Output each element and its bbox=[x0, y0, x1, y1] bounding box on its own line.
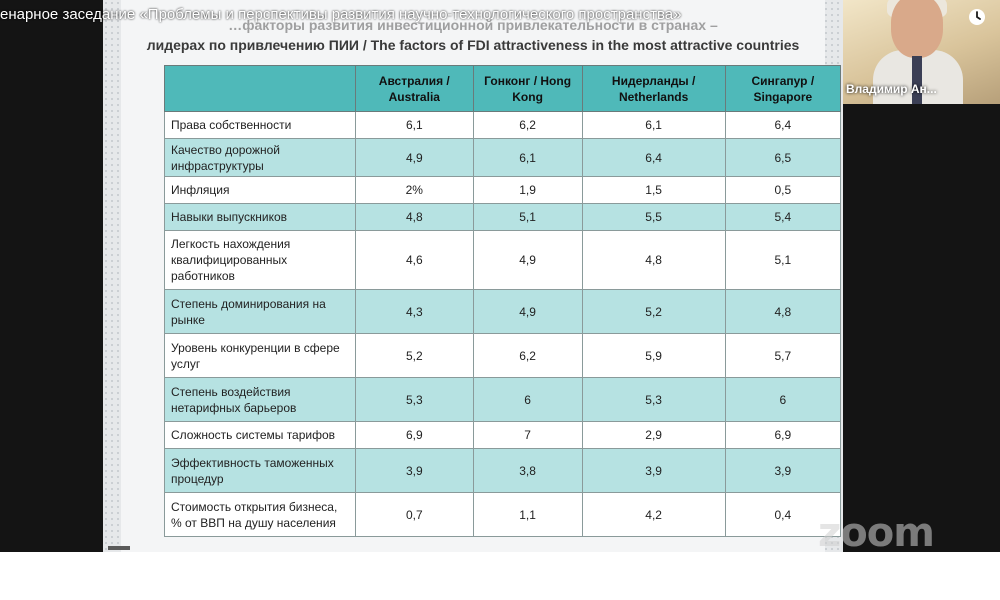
table-cell: 4,2 bbox=[581, 492, 726, 537]
table-cell: 6,2 bbox=[472, 333, 583, 378]
table-row: Стоимость открытия бизнеса, % от ВВП на … bbox=[164, 492, 842, 537]
participant-name: Владимир Ан... bbox=[846, 82, 937, 96]
table-cell: 2% bbox=[355, 176, 474, 204]
slide-title-line2: лидерах по привлечению ПИИ / The factors… bbox=[146, 37, 800, 53]
table-cell: 6,9 bbox=[355, 421, 474, 449]
table-header-country: Гонконг / Hong Kong bbox=[472, 65, 583, 112]
fdi-factors-table: Австралия / Australia Гонконг / Hong Kong… bbox=[164, 65, 842, 537]
table-cell: 4,3 bbox=[355, 289, 474, 334]
table-cell: 4,9 bbox=[355, 138, 474, 177]
table-cell: 0,4 bbox=[724, 492, 842, 537]
table-cell: 5,4 bbox=[724, 203, 842, 231]
table-cell: 5,5 bbox=[581, 203, 726, 231]
meeting-title: енарное заседание «Проблемы и перспектив… bbox=[0, 6, 682, 23]
table-header-country: Нидерланды / Netherlands bbox=[581, 65, 726, 112]
zoom-watermark: zoom bbox=[818, 510, 935, 552]
row-label: Степень воздействия нетарифных барьеров bbox=[164, 377, 356, 422]
table-cell: 4,6 bbox=[355, 230, 474, 290]
table-row: Навыки выпускников 4,8 5,1 5,5 5,4 bbox=[164, 203, 842, 231]
row-label: Качество дорожной инфраструктуры bbox=[164, 138, 356, 177]
video-area: …факторы развития инвестиционной привлек… bbox=[0, 0, 1000, 552]
table-cell: 0,7 bbox=[355, 492, 474, 537]
table-cell: 6 bbox=[472, 377, 583, 422]
table-header-country: Австралия / Australia bbox=[355, 65, 474, 112]
table-cell: 6,5 bbox=[724, 138, 842, 177]
participant-video[interactable]: Владимир Ан... bbox=[843, 0, 1000, 104]
table-cell: 6,1 bbox=[355, 111, 474, 139]
table-cell: 3,9 bbox=[724, 448, 842, 493]
table-cell: 6 bbox=[724, 377, 842, 422]
table-cell: 1,1 bbox=[472, 492, 583, 537]
table-row: Права собственности 6,1 6,2 6,1 6,4 bbox=[164, 111, 842, 139]
row-label: Эффективность таможенных процедур bbox=[164, 448, 356, 493]
table-header-country: Сингапур / Singapore bbox=[724, 65, 842, 112]
row-label: Стоимость открытия бизнеса, % от ВВП на … bbox=[164, 492, 356, 537]
shared-slide: …факторы развития инвестиционной привлек… bbox=[103, 0, 843, 552]
table-cell: 5,2 bbox=[581, 289, 726, 334]
table-cell: 7 bbox=[472, 421, 583, 449]
table-row: Качество дорожной инфраструктуры 4,9 6,1 6,… bbox=[164, 138, 842, 177]
table-cell: 6,1 bbox=[581, 111, 726, 139]
table-cell: 6,9 bbox=[724, 421, 842, 449]
table-cell: 5,1 bbox=[724, 230, 842, 290]
table-cell: 4,9 bbox=[472, 289, 583, 334]
table-cell: 6,1 bbox=[472, 138, 583, 177]
table-cell: 2,9 bbox=[581, 421, 726, 449]
table-cell: 5,3 bbox=[355, 377, 474, 422]
participant-tie bbox=[912, 56, 922, 104]
row-label: Степень доминирования на рынке bbox=[164, 289, 356, 334]
table-row: Легкость нахождения квалифицированных ра… bbox=[164, 230, 842, 290]
table-cell: 3,9 bbox=[581, 448, 726, 493]
table-cell: 5,3 bbox=[581, 377, 726, 422]
table-cell: 6,4 bbox=[724, 111, 842, 139]
row-label: Инфляция bbox=[164, 176, 356, 204]
row-label: Сложность системы тарифов bbox=[164, 421, 356, 449]
table-cell: 1,9 bbox=[472, 176, 583, 204]
row-label: Легкость нахождения квалифицированных ра… bbox=[164, 230, 356, 290]
table-row: Сложность системы тарифов 6,9 7 2,9 6,9 bbox=[164, 421, 842, 449]
table-row: Степень доминирования на рынке 4,3 4,9 5,2 4… bbox=[164, 289, 842, 334]
bottom-strip bbox=[0, 552, 1000, 600]
table-row: Эффективность таможенных процедур 3,9 3,8 3… bbox=[164, 448, 842, 493]
table-header-row: Австралия / Australia Гонконг / Hong Kong… bbox=[164, 65, 842, 112]
row-label: Навыки выпускников bbox=[164, 203, 356, 231]
table-cell: 5,9 bbox=[581, 333, 726, 378]
table-cell: 4,8 bbox=[581, 230, 726, 290]
table-cell: 3,9 bbox=[355, 448, 474, 493]
slide-title-line1: …факторы развития инвестиционной привлек… bbox=[228, 17, 718, 33]
table-cell: 5,7 bbox=[724, 333, 842, 378]
table-cell: 6,2 bbox=[472, 111, 583, 139]
table-cell: 3,8 bbox=[472, 448, 583, 493]
participant-face bbox=[891, 0, 943, 58]
table-row: Инфляция 2% 1,9 1,5 0,5 bbox=[164, 176, 842, 204]
table-cell: 1,5 bbox=[581, 176, 726, 204]
table-cell: 4,9 bbox=[472, 230, 583, 290]
slide-title: …факторы развития инвестиционной привлек… bbox=[121, 15, 825, 55]
table-cell: 0,5 bbox=[724, 176, 842, 204]
row-label: Права собственности bbox=[164, 111, 356, 139]
table-header-empty bbox=[164, 65, 356, 112]
table-cell: 4,8 bbox=[724, 289, 842, 334]
table-cell: 6,4 bbox=[581, 138, 726, 177]
table-cell: 5,1 bbox=[472, 203, 583, 231]
table-cell: 4,8 bbox=[355, 203, 474, 231]
clock-icon[interactable] bbox=[968, 8, 986, 26]
slide-content: …факторы развития инвестиционной привлек… bbox=[121, 0, 842, 552]
table-row: Степень воздействия нетарифных барьеров 5… bbox=[164, 377, 842, 422]
table-cell: 5,2 bbox=[355, 333, 474, 378]
scrub-marker bbox=[108, 546, 130, 550]
row-label: Уровень конкуренции в сфере услуг bbox=[164, 333, 356, 378]
table-row: Уровень конкуренции в сфере услуг 5,2 6,2 5… bbox=[164, 333, 842, 378]
